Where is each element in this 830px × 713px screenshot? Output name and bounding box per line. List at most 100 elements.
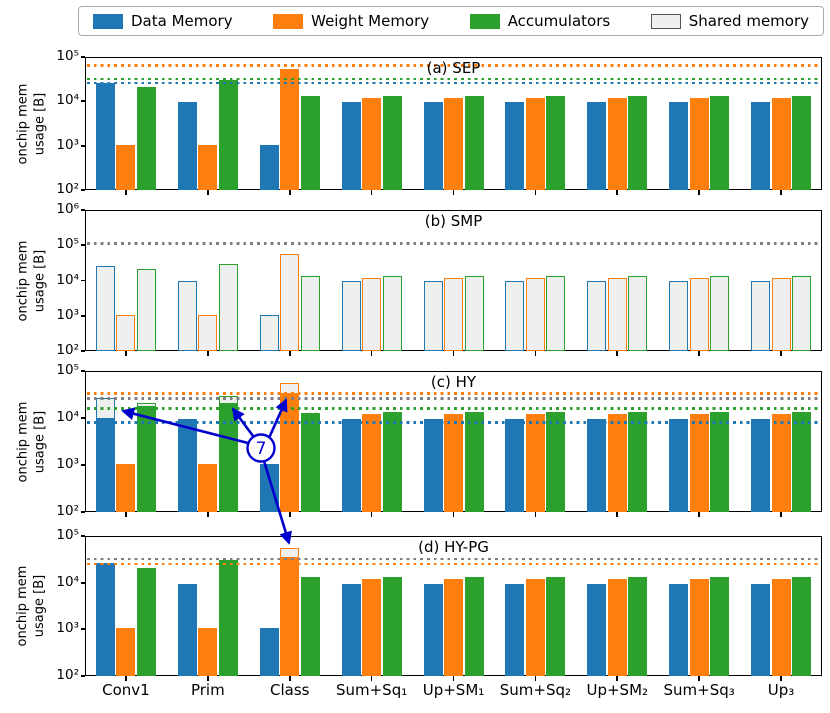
y-tick: [80, 511, 85, 513]
bar: [300, 96, 320, 190]
y-axis-label: onchip mem usage [B]: [15, 240, 47, 321]
bar: [710, 95, 730, 190]
bar: [751, 281, 771, 351]
weight-memory-swatch-icon: [273, 13, 304, 29]
x-tick: [288, 676, 291, 681]
bar: [280, 68, 300, 190]
bar: [382, 95, 402, 190]
panel-title-a: (a) SEP: [426, 59, 481, 77]
bar: [628, 275, 648, 351]
y-tick-label: 10⁴: [56, 271, 79, 288]
y-axis-label: onchip mem usage [B]: [15, 401, 47, 482]
x-tick: [698, 676, 700, 681]
x-tick: [207, 190, 209, 195]
bar: [444, 277, 463, 351]
bar: [341, 420, 361, 512]
bar: [546, 275, 566, 351]
x-tick: [534, 351, 537, 356]
bar: [689, 414, 709, 512]
bar: [464, 576, 484, 676]
bar: [505, 281, 525, 351]
y-tick: [80, 370, 85, 372]
x-tick: [288, 512, 291, 517]
y-tick: [80, 244, 85, 247]
x-tick-label: Sum+Sq₁: [335, 681, 408, 699]
bar: [751, 420, 771, 512]
bar: [628, 95, 648, 190]
bar: [505, 420, 525, 512]
y-tick-label: 10³: [56, 306, 79, 323]
bar: [95, 419, 115, 512]
reference-line-blue: [87, 81, 820, 85]
panel-title-d: (d) HY-PG: [418, 538, 489, 556]
y-tick: [80, 464, 85, 466]
legend-label: Shared memory: [688, 12, 809, 30]
bar: [525, 97, 545, 190]
y-tick: [80, 417, 85, 419]
accumulators-swatch-icon: [469, 13, 500, 29]
x-tick-label: Up+SM₂: [586, 681, 649, 699]
bar: [362, 578, 382, 676]
bar: [423, 420, 443, 512]
data-memory-swatch-icon: [93, 13, 123, 29]
bar: [198, 628, 218, 676]
shared-memory-bar-cap: [751, 419, 771, 422]
bar: [218, 560, 238, 676]
shared-memory-swatch-icon: [650, 13, 681, 29]
bar: [95, 563, 115, 676]
x-tick: [125, 512, 127, 517]
bar: [444, 578, 463, 676]
bar: [259, 628, 279, 676]
x-tick: [534, 190, 537, 195]
x-tick-label: Sum+Sq₃: [663, 681, 735, 699]
bar: [136, 567, 156, 676]
y-tick-label: 10⁵: [56, 48, 79, 64]
bar: [198, 144, 218, 190]
bar: [669, 102, 689, 190]
y-tick-label: 10³: [56, 456, 79, 472]
bar: [218, 80, 238, 190]
bar: [771, 414, 791, 512]
bar: [792, 275, 812, 351]
bar: [362, 277, 382, 351]
y-tick: [80, 144, 85, 147]
bar: [382, 411, 402, 512]
bar: [689, 277, 709, 351]
x-tick: [616, 190, 619, 195]
bar: [444, 414, 463, 512]
legend-item-weight-memory: Weight Memory: [273, 12, 429, 30]
reference-line-green: [87, 407, 820, 410]
legend-item-accumulators: Accumulators: [469, 12, 610, 30]
x-tick-label: Conv1: [102, 681, 150, 699]
bar: [607, 414, 627, 512]
bar: [546, 576, 566, 676]
x-tick: [780, 190, 782, 195]
x-tick: [207, 351, 209, 356]
bar: [525, 277, 545, 351]
bar: [751, 583, 771, 676]
y-axis-label: onchip mem usage [B]: [15, 565, 47, 647]
bar: [628, 411, 648, 512]
bar: [607, 97, 627, 190]
x-tick: [698, 512, 700, 517]
bar: [669, 583, 689, 676]
reference-line-orange: [87, 562, 820, 566]
bar: [382, 275, 402, 351]
bar: [689, 578, 709, 676]
x-tick: [780, 512, 782, 517]
bar: [587, 420, 607, 512]
y-tick: [80, 535, 85, 537]
bar: [341, 583, 361, 676]
bar: [259, 315, 279, 351]
y-tick-label: 10⁶: [56, 201, 79, 217]
bar: [423, 102, 443, 190]
y-tick-label: 10²: [56, 342, 79, 358]
bar: [300, 577, 320, 676]
y-tick: [80, 209, 85, 211]
y-tick: [80, 279, 85, 282]
x-tick: [207, 676, 209, 681]
x-tick: [370, 676, 373, 681]
x-tick: [370, 351, 373, 356]
bar: [607, 578, 627, 676]
y-tick-label: 10⁴: [56, 92, 79, 109]
